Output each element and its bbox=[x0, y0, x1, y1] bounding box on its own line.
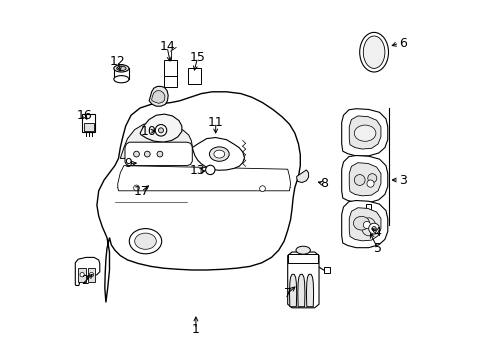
Circle shape bbox=[363, 221, 370, 229]
Ellipse shape bbox=[114, 76, 129, 83]
Ellipse shape bbox=[295, 246, 310, 254]
Text: 3: 3 bbox=[399, 174, 407, 186]
Text: 15: 15 bbox=[189, 51, 205, 64]
Text: 1: 1 bbox=[192, 323, 200, 336]
Polygon shape bbox=[289, 274, 296, 307]
Bar bbox=[323, 267, 329, 273]
Circle shape bbox=[133, 151, 139, 157]
Ellipse shape bbox=[354, 125, 375, 141]
Circle shape bbox=[157, 151, 163, 157]
Polygon shape bbox=[75, 257, 100, 285]
Polygon shape bbox=[287, 252, 318, 308]
Ellipse shape bbox=[354, 175, 365, 185]
Text: 4: 4 bbox=[373, 226, 381, 239]
Text: 9: 9 bbox=[124, 157, 132, 170]
Text: 10: 10 bbox=[141, 125, 157, 138]
Circle shape bbox=[144, 151, 150, 157]
Bar bbox=[366, 204, 370, 211]
Circle shape bbox=[259, 186, 265, 192]
Bar bbox=[164, 71, 177, 87]
Ellipse shape bbox=[363, 36, 384, 68]
Text: 8: 8 bbox=[319, 177, 327, 190]
Polygon shape bbox=[296, 170, 308, 183]
Ellipse shape bbox=[129, 229, 162, 254]
Polygon shape bbox=[118, 166, 290, 191]
Circle shape bbox=[80, 273, 84, 277]
Circle shape bbox=[366, 180, 373, 187]
Circle shape bbox=[89, 273, 94, 277]
Polygon shape bbox=[149, 86, 168, 106]
Ellipse shape bbox=[134, 233, 156, 249]
Polygon shape bbox=[348, 208, 380, 241]
Circle shape bbox=[133, 185, 139, 191]
Bar bbox=[84, 123, 94, 131]
Ellipse shape bbox=[209, 147, 229, 161]
Bar bbox=[78, 268, 86, 282]
Polygon shape bbox=[125, 142, 192, 166]
Text: 2: 2 bbox=[81, 274, 89, 287]
Text: 12: 12 bbox=[110, 55, 125, 68]
Polygon shape bbox=[348, 116, 380, 149]
Bar bbox=[82, 114, 95, 132]
Text: 11: 11 bbox=[207, 116, 223, 129]
Polygon shape bbox=[97, 92, 300, 302]
Polygon shape bbox=[192, 138, 244, 170]
Circle shape bbox=[369, 226, 374, 231]
Polygon shape bbox=[140, 114, 182, 142]
Polygon shape bbox=[306, 274, 313, 307]
Circle shape bbox=[155, 125, 166, 136]
Bar bbox=[164, 60, 177, 76]
Text: 6: 6 bbox=[399, 37, 407, 50]
Ellipse shape bbox=[353, 216, 369, 230]
Polygon shape bbox=[348, 163, 380, 196]
Text: 5: 5 bbox=[373, 242, 381, 255]
Text: 17: 17 bbox=[133, 185, 149, 198]
Polygon shape bbox=[341, 156, 387, 203]
Bar bbox=[288, 254, 318, 263]
Ellipse shape bbox=[359, 32, 387, 72]
Circle shape bbox=[368, 223, 379, 234]
Ellipse shape bbox=[361, 218, 375, 236]
Circle shape bbox=[158, 128, 163, 133]
Ellipse shape bbox=[367, 174, 376, 183]
Polygon shape bbox=[297, 274, 305, 307]
Polygon shape bbox=[151, 91, 164, 103]
Bar bbox=[187, 68, 200, 84]
Polygon shape bbox=[341, 109, 387, 156]
Text: 13: 13 bbox=[189, 165, 205, 177]
Text: 7: 7 bbox=[283, 287, 291, 300]
Ellipse shape bbox=[358, 215, 378, 239]
Bar bbox=[87, 268, 95, 282]
Polygon shape bbox=[341, 201, 387, 248]
Text: 14: 14 bbox=[159, 40, 175, 53]
Circle shape bbox=[205, 165, 215, 175]
Ellipse shape bbox=[213, 150, 224, 158]
Circle shape bbox=[371, 226, 375, 231]
Ellipse shape bbox=[117, 66, 126, 71]
Polygon shape bbox=[120, 122, 192, 161]
Ellipse shape bbox=[114, 65, 129, 72]
Text: 16: 16 bbox=[76, 109, 92, 122]
